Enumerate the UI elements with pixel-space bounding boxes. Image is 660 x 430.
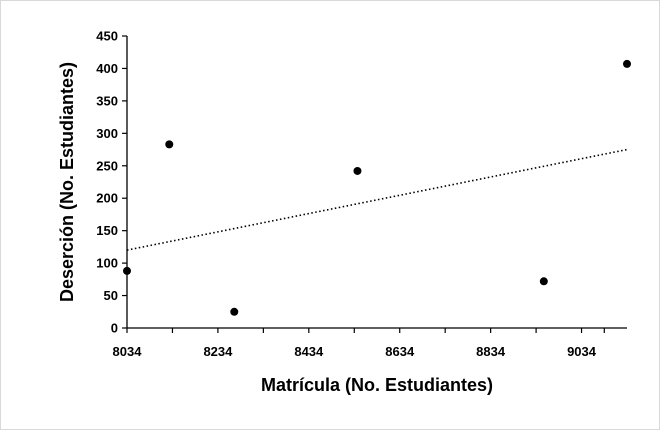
x-tick-label: 9034 [567, 344, 597, 359]
y-tick-label: 100 [96, 256, 118, 271]
y-tick-label: 150 [96, 223, 118, 238]
x-tick-label: 8234 [203, 344, 233, 359]
data-point [230, 307, 239, 316]
y-tick-label: 50 [104, 288, 118, 303]
x-tick-label: 8634 [385, 344, 415, 359]
y-tick-label: 0 [111, 321, 118, 336]
data-points [123, 59, 631, 316]
data-point [539, 277, 548, 286]
y-tick-label: 200 [96, 191, 118, 206]
y-tick-label: 400 [96, 61, 118, 76]
x-axis-ticks: 8034 8234 8434 8634 8834 9034 [113, 328, 605, 359]
data-point [353, 166, 362, 175]
x-tick-label: 8834 [476, 344, 506, 359]
data-point [623, 59, 631, 68]
data-point [165, 140, 174, 149]
x-axis-title: Matrícula (No. Estudiantes) [261, 375, 493, 395]
y-tick-label: 300 [96, 126, 118, 141]
x-tick-label: 8034 [113, 344, 143, 359]
y-tick-label: 350 [96, 93, 118, 108]
trendline [126, 148, 628, 251]
y-tick-label: 450 [96, 29, 118, 44]
y-axis-title: Deserción (No. Estudiantes) [57, 62, 77, 302]
y-tick-label: 250 [96, 158, 118, 173]
x-tick-label: 8434 [294, 344, 324, 359]
data-point [123, 266, 131, 275]
y-axis-ticks: 0 50 100 150 200 250 300 350 400 450 [96, 29, 127, 336]
